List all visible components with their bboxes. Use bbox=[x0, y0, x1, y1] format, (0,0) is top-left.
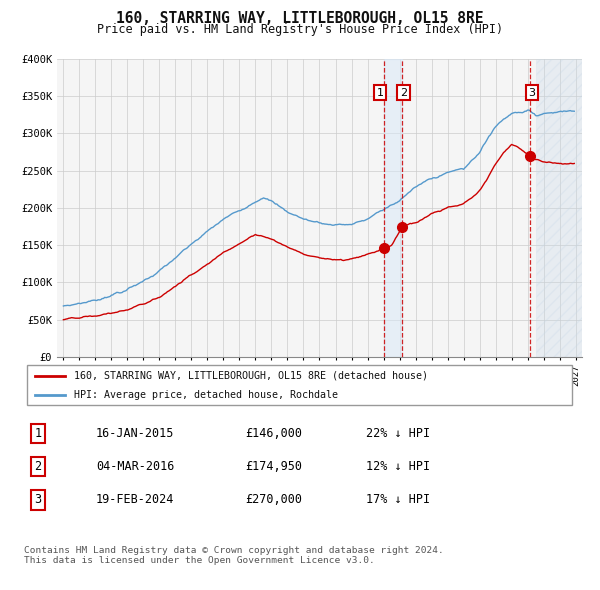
Text: £174,950: £174,950 bbox=[245, 460, 302, 473]
Text: 3: 3 bbox=[34, 493, 41, 506]
Text: HPI: Average price, detached house, Rochdale: HPI: Average price, detached house, Roch… bbox=[74, 390, 338, 399]
Text: 04-MAR-2016: 04-MAR-2016 bbox=[96, 460, 174, 473]
Text: 19-FEB-2024: 19-FEB-2024 bbox=[96, 493, 174, 506]
FancyBboxPatch shape bbox=[27, 365, 572, 405]
Text: Contains HM Land Registry data © Crown copyright and database right 2024.
This d: Contains HM Land Registry data © Crown c… bbox=[24, 546, 444, 565]
Text: £146,000: £146,000 bbox=[245, 427, 302, 440]
Text: 160, STARRING WAY, LITTLEBOROUGH, OL15 8RE (detached house): 160, STARRING WAY, LITTLEBOROUGH, OL15 8… bbox=[74, 371, 428, 381]
Text: 2: 2 bbox=[400, 87, 407, 97]
Text: 160, STARRING WAY, LITTLEBOROUGH, OL15 8RE: 160, STARRING WAY, LITTLEBOROUGH, OL15 8… bbox=[116, 11, 484, 27]
Text: 2: 2 bbox=[34, 460, 41, 473]
Text: 1: 1 bbox=[34, 427, 41, 440]
Text: 22% ↓ HPI: 22% ↓ HPI bbox=[366, 427, 430, 440]
Text: 17% ↓ HPI: 17% ↓ HPI bbox=[366, 493, 430, 506]
Bar bbox=[536, 59, 584, 357]
Text: 1: 1 bbox=[377, 87, 383, 97]
Text: 3: 3 bbox=[529, 87, 536, 97]
Text: 12% ↓ HPI: 12% ↓ HPI bbox=[366, 460, 430, 473]
Text: 16-JAN-2015: 16-JAN-2015 bbox=[96, 427, 174, 440]
Text: Price paid vs. HM Land Registry's House Price Index (HPI): Price paid vs. HM Land Registry's House … bbox=[97, 23, 503, 36]
Text: £270,000: £270,000 bbox=[245, 493, 302, 506]
Bar bbox=[384, 59, 402, 357]
